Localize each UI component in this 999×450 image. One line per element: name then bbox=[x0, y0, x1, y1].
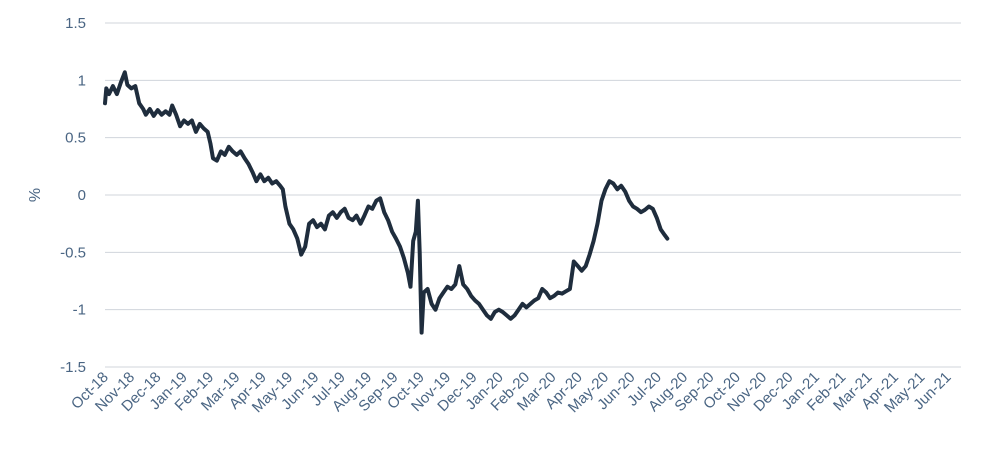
y-axis-title: % bbox=[27, 188, 44, 202]
y-tick-label: 1 bbox=[78, 72, 86, 89]
y-tick-label: 0 bbox=[78, 187, 86, 204]
y-tick-label: -0.5 bbox=[60, 244, 86, 261]
y-tick-label: 0.5 bbox=[65, 130, 86, 147]
y-axis-tick-labels: 1.5 1 0.5 0 -0.5 -1 -1.5 bbox=[60, 15, 86, 376]
y-tick-label: -1.5 bbox=[60, 359, 86, 376]
y-tick-label: -1 bbox=[73, 302, 86, 319]
series-line bbox=[103, 70, 670, 335]
x-axis-tick-labels: Oct-18Nov-18Dec-18Jan-19Feb-19Mar-19Apr-… bbox=[68, 369, 955, 416]
y-tick-label: 1.5 bbox=[65, 15, 86, 32]
gridlines bbox=[105, 22, 961, 368]
